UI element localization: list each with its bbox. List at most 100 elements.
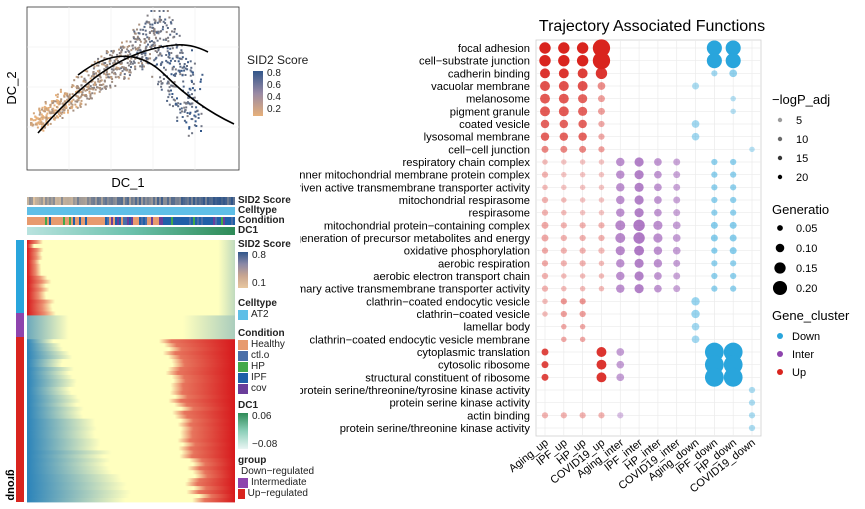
annotation-condition-cell bbox=[227, 217, 229, 225]
annotation-sid2-cell bbox=[139, 197, 141, 205]
scatter-point bbox=[185, 102, 188, 105]
scatter-point bbox=[138, 37, 140, 40]
scatter-point bbox=[40, 125, 43, 128]
scatter-point bbox=[183, 110, 186, 113]
annotation-sid2-cell bbox=[51, 197, 53, 205]
annotation-sid2-cell bbox=[167, 197, 169, 205]
annotation-sid2-cell bbox=[201, 197, 203, 205]
scatter-point bbox=[134, 48, 137, 51]
scatter-point bbox=[80, 99, 83, 102]
annotation-sid2-cell bbox=[93, 197, 95, 205]
scatter-point bbox=[169, 47, 172, 50]
legend-gen-dot bbox=[777, 225, 783, 231]
scatter-point bbox=[58, 110, 61, 113]
scatter-point bbox=[116, 53, 119, 56]
scatter-point bbox=[144, 29, 147, 32]
scatter-point bbox=[174, 102, 177, 105]
scatter-point bbox=[101, 87, 104, 90]
heatmap-row bbox=[27, 458, 235, 463]
scatter-point bbox=[94, 88, 97, 91]
scatter-point bbox=[73, 79, 76, 82]
legend-cluster-inter-dot bbox=[777, 351, 783, 357]
scatter-point bbox=[38, 109, 41, 112]
scatter-point bbox=[39, 111, 42, 114]
heatmap-row bbox=[27, 279, 235, 285]
scatter-point bbox=[106, 51, 109, 54]
annotation-condition-cell bbox=[127, 217, 129, 225]
annotation-condition-cell bbox=[35, 217, 37, 225]
dot-mark bbox=[558, 54, 570, 67]
scatter-point bbox=[197, 113, 200, 116]
scatter-point bbox=[59, 115, 62, 117]
scatter-point bbox=[63, 111, 66, 114]
scatter-point bbox=[100, 55, 103, 58]
scatter-point bbox=[189, 103, 192, 106]
heatmap-row bbox=[27, 343, 235, 348]
scatter-point bbox=[98, 71, 101, 74]
dot-mark bbox=[711, 272, 718, 280]
heatmap-row bbox=[27, 390, 235, 396]
scatter-point bbox=[136, 28, 138, 31]
scatter-point bbox=[70, 86, 73, 89]
group-bar-up bbox=[16, 337, 24, 502]
scatter-point bbox=[92, 71, 95, 74]
trajectory-curves bbox=[37, 44, 235, 134]
dot-mark bbox=[561, 323, 567, 330]
heatmap-row bbox=[27, 470, 235, 475]
group-bar-down bbox=[16, 240, 24, 313]
annotation-sid2-cell bbox=[147, 197, 149, 205]
dot-mark bbox=[541, 373, 549, 381]
scatter-point bbox=[168, 51, 170, 54]
scatter-point bbox=[90, 75, 93, 78]
dot-mark bbox=[653, 233, 663, 243]
scatter-point bbox=[133, 30, 136, 33]
y-tick-label: pigment granule bbox=[450, 106, 530, 118]
scatter-point bbox=[161, 61, 164, 64]
scatter-point bbox=[150, 46, 153, 49]
scatter-point bbox=[193, 124, 196, 127]
annotation-condition-cell bbox=[189, 217, 191, 225]
annotation-sid2-cell bbox=[181, 197, 183, 205]
dot-mark bbox=[579, 323, 586, 330]
annotation-sid2-track bbox=[27, 197, 235, 205]
heatmap-row bbox=[27, 482, 235, 487]
scatter-point bbox=[105, 50, 108, 53]
annotation-condition-cell bbox=[73, 217, 75, 225]
heatmap-legends: SID2 Score 0.8 0.1 Celltype AT2 Conditio… bbox=[238, 239, 314, 499]
scatter-point bbox=[91, 80, 94, 83]
scatter-point bbox=[174, 60, 177, 62]
scatter-point bbox=[51, 110, 54, 113]
scatter-point bbox=[76, 100, 79, 103]
scatter-point bbox=[140, 53, 143, 55]
annotation-condition-cell bbox=[155, 217, 157, 225]
scatter-point bbox=[181, 110, 183, 113]
dot-mark bbox=[560, 247, 567, 254]
heatmap-row bbox=[27, 367, 235, 372]
annotation-sid2-cell bbox=[123, 197, 125, 205]
scatter-point bbox=[134, 68, 137, 71]
scatter-point bbox=[178, 62, 181, 65]
annotation-sid2-cell bbox=[131, 197, 133, 205]
heatmap-row bbox=[27, 331, 235, 336]
scatter-point bbox=[171, 93, 174, 95]
scatter-point bbox=[42, 123, 45, 126]
dot-mark bbox=[560, 260, 567, 267]
legend-swatch-healthy bbox=[238, 339, 248, 350]
dot-mark bbox=[616, 170, 625, 179]
scatter-point bbox=[165, 37, 168, 40]
scatter-point bbox=[183, 63, 186, 65]
scatter-point bbox=[128, 74, 131, 77]
legend-sid2-bar: 0.8 0.1 bbox=[238, 250, 308, 290]
chart-title: Trajectory Associated Functions bbox=[539, 18, 765, 35]
scatter-point bbox=[48, 110, 51, 113]
legend-condition-item: Healthy bbox=[251, 339, 285, 350]
legend-gen-label: 0.05 bbox=[796, 223, 817, 235]
dot-mark bbox=[598, 222, 605, 229]
annotation-condition-cell bbox=[115, 217, 117, 225]
scatter-point bbox=[80, 84, 83, 87]
scatter-point bbox=[191, 49, 193, 52]
scatter-point bbox=[196, 109, 199, 112]
dot-mark bbox=[730, 108, 736, 115]
scatter-point bbox=[146, 36, 149, 39]
annotation-sid2-cell bbox=[175, 197, 177, 205]
